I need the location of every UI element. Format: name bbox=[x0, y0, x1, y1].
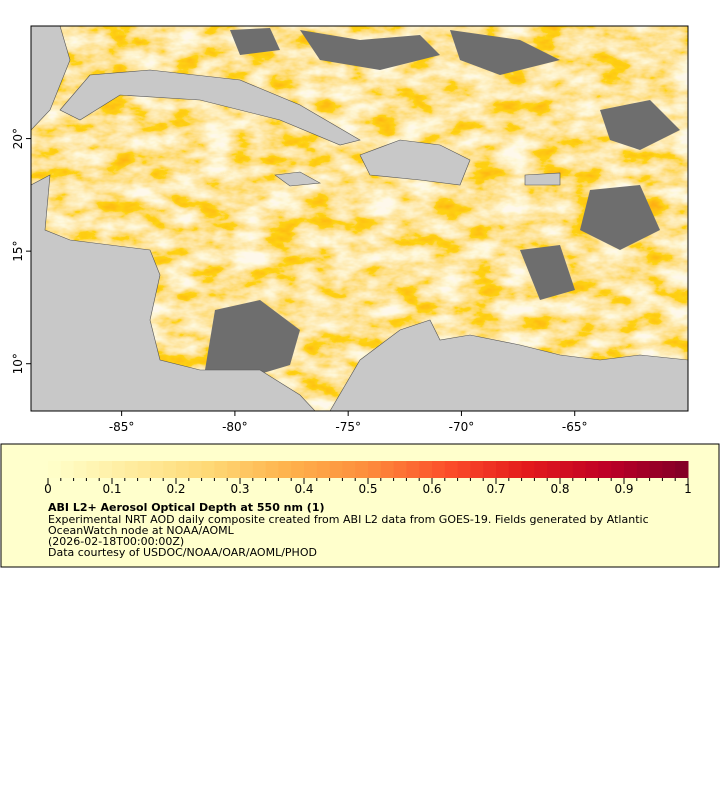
colorbar-tick-label: 0 bbox=[44, 482, 52, 496]
colorbar-step bbox=[560, 461, 574, 478]
colorbar-step bbox=[176, 461, 190, 478]
colorbar-tick-label: 0.7 bbox=[486, 482, 505, 496]
colorbar-step bbox=[355, 461, 369, 478]
colorbar-step bbox=[48, 461, 62, 478]
colorbar-step bbox=[483, 461, 497, 478]
colorbar-step bbox=[60, 461, 75, 478]
colorbar-step bbox=[419, 461, 433, 478]
colorbar-step bbox=[457, 461, 471, 478]
colorbar-step bbox=[598, 461, 612, 478]
colorbar-tick-label: 0.9 bbox=[614, 482, 633, 496]
colorbar-step bbox=[265, 461, 279, 478]
colorbar-tick-label: 0.6 bbox=[422, 482, 441, 496]
colorbar-step bbox=[214, 461, 228, 478]
colorbar-step bbox=[73, 461, 87, 478]
colorbar-step bbox=[470, 461, 484, 478]
colorbar-step bbox=[675, 461, 689, 478]
x-tick-label: -80° bbox=[222, 420, 248, 434]
legend-line: (2026-02-18T00:00:00Z) bbox=[48, 535, 184, 548]
land bbox=[31, 26, 688, 411]
colorbar-tick-label: 1 bbox=[684, 482, 692, 496]
colorbar-step bbox=[406, 461, 420, 478]
colorbar-step bbox=[572, 461, 587, 478]
x-tick-label: -65° bbox=[562, 420, 588, 434]
no-data-clouds bbox=[205, 28, 680, 380]
colorbar-step bbox=[496, 461, 510, 478]
colorbar-step bbox=[291, 461, 305, 478]
colorbar-step bbox=[99, 461, 113, 478]
colorbar-tick-label: 0.4 bbox=[294, 482, 313, 496]
colorbar-step bbox=[163, 461, 177, 478]
colorbar-step bbox=[150, 461, 164, 478]
x-tick-label: -70° bbox=[449, 420, 475, 434]
colorbar-step bbox=[86, 461, 100, 478]
y-tick-label: 10° bbox=[11, 353, 25, 374]
colorbar-step bbox=[278, 461, 292, 478]
colorbar-tick-label: 0.5 bbox=[358, 482, 377, 496]
colorbar-step bbox=[393, 461, 407, 478]
colorbar-step bbox=[368, 461, 382, 478]
colorbar-step bbox=[432, 461, 446, 478]
y-tick-label: 15° bbox=[11, 241, 25, 262]
colorbar-step bbox=[521, 461, 535, 478]
colorbar-step bbox=[137, 461, 151, 478]
colorbar-step bbox=[624, 461, 638, 478]
legend-line: Data courtesy of USDOC/NOAA/OAR/AOML/PHO… bbox=[48, 546, 317, 559]
colorbar-tick-label: 0.2 bbox=[166, 482, 185, 496]
colorbar-tick-label: 0.3 bbox=[230, 482, 249, 496]
map-area bbox=[31, 26, 688, 411]
colorbar-step bbox=[316, 461, 331, 478]
map-frame bbox=[30, 25, 689, 412]
colorbar-step bbox=[662, 461, 676, 478]
legend-line: OceanWatch node at NOAA/AOML bbox=[48, 524, 235, 537]
colorbar-step bbox=[585, 461, 599, 478]
colorbar-step bbox=[380, 461, 395, 478]
colorbar-step bbox=[124, 461, 139, 478]
y-tick-label: 20° bbox=[11, 128, 25, 149]
colorbar-step bbox=[611, 461, 625, 478]
colorbar-step bbox=[252, 461, 267, 478]
colorbar-step bbox=[240, 461, 254, 478]
colorbar-step bbox=[304, 461, 318, 478]
colorbar-step bbox=[547, 461, 561, 478]
x-tick-label: -75° bbox=[335, 420, 361, 434]
legend-line: Experimental NRT AOD daily composite cre… bbox=[48, 513, 649, 526]
colorbar-tick-label: 0.1 bbox=[102, 482, 121, 496]
x-tick-label: -85° bbox=[109, 420, 135, 434]
colorbar-step bbox=[636, 461, 651, 478]
colorbar-step bbox=[508, 461, 523, 478]
colorbar-step bbox=[112, 461, 126, 478]
colorbar-step bbox=[188, 461, 203, 478]
colorbar-step bbox=[329, 461, 343, 478]
colorbar-step bbox=[342, 461, 356, 478]
colorbar-step bbox=[201, 461, 215, 478]
colorbar-tick-label: 0.8 bbox=[550, 482, 569, 496]
colorbar-step bbox=[444, 461, 459, 478]
colorbar-step bbox=[649, 461, 663, 478]
colorbar-step bbox=[227, 461, 241, 478]
legend-title: ABI L2+ Aerosol Optical Depth at 550 nm … bbox=[48, 501, 325, 514]
colorbar-step bbox=[534, 461, 548, 478]
